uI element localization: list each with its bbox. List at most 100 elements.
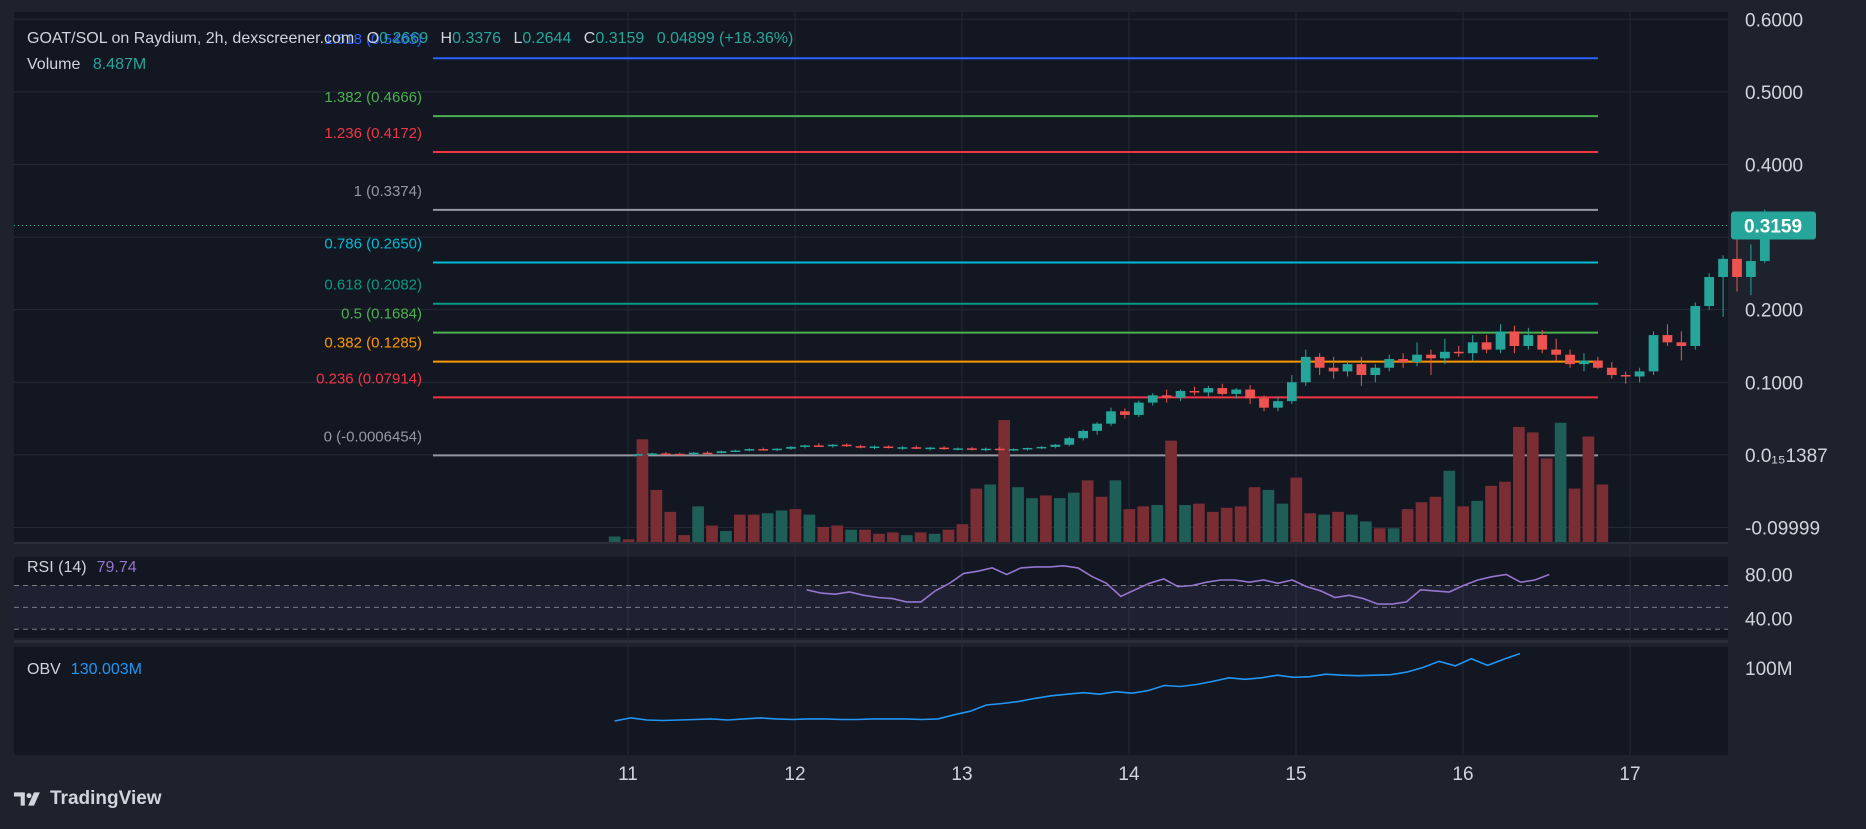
candle[interactable] xyxy=(716,451,727,454)
candle[interactable] xyxy=(1439,351,1450,359)
candle[interactable] xyxy=(883,446,894,449)
price-axis[interactable]: 0.6000 0.5000 0.4000 0.2000 0.1000 0.0₁₅1387 -… xyxy=(1731,10,1828,680)
candle[interactable] xyxy=(1106,411,1116,424)
candle[interactable] xyxy=(925,447,936,450)
volume-bar xyxy=(1346,514,1358,542)
candle[interactable] xyxy=(730,450,741,453)
candle[interactable] xyxy=(1579,360,1589,365)
candle[interactable] xyxy=(1467,342,1478,354)
fib-levels[interactable]: 1.618 (0.5463) 1.382 (0.4666) 1.236 (0.417… xyxy=(316,31,1598,457)
candle[interactable] xyxy=(1300,356,1311,383)
candle[interactable] xyxy=(1120,411,1130,415)
obv-pane-bg xyxy=(14,647,1728,755)
candle[interactable] xyxy=(1175,390,1186,398)
candle[interactable] xyxy=(1328,367,1339,372)
candle[interactable] xyxy=(1189,390,1200,393)
candle[interactable] xyxy=(1412,354,1422,362)
candle[interactable] xyxy=(1704,277,1715,307)
candle[interactable] xyxy=(1537,335,1548,350)
time-axis[interactable]: 11 12 13 14 15 16 17 xyxy=(618,764,1640,785)
rsi-pane[interactable]: RSI (14) 79.74 xyxy=(14,559,1728,630)
candle[interactable] xyxy=(702,452,713,455)
candle[interactable] xyxy=(688,452,699,455)
candle[interactable] xyxy=(1398,359,1408,362)
candle[interactable] xyxy=(1593,360,1603,368)
obv-pane[interactable]: OBV 130.003M xyxy=(27,652,1521,722)
candles[interactable] xyxy=(14,209,1770,456)
candle[interactable] xyxy=(813,445,824,447)
candle[interactable] xyxy=(1509,331,1520,346)
candle[interactable] xyxy=(1342,364,1353,372)
candle[interactable] xyxy=(911,447,922,449)
candle[interactable] xyxy=(660,453,671,455)
candle[interactable] xyxy=(1481,342,1492,350)
candle[interactable] xyxy=(1203,388,1214,393)
candle[interactable] xyxy=(939,447,949,450)
candle[interactable] xyxy=(953,448,963,450)
candle[interactable] xyxy=(994,448,1005,451)
candle[interactable] xyxy=(647,453,657,455)
candle[interactable] xyxy=(800,445,810,447)
candle[interactable] xyxy=(1314,356,1325,368)
candle[interactable] xyxy=(1008,449,1019,451)
candle[interactable] xyxy=(855,446,866,448)
candle[interactable] xyxy=(786,446,796,449)
candle[interactable] xyxy=(1286,382,1297,402)
candle[interactable] xyxy=(772,448,782,451)
candle[interactable] xyxy=(1565,354,1575,365)
candle[interactable] xyxy=(758,449,769,451)
candle[interactable] xyxy=(1133,402,1144,415)
candle[interactable] xyxy=(1370,367,1381,376)
candle[interactable] xyxy=(1064,438,1075,445)
candle[interactable] xyxy=(1092,423,1102,431)
tradingview-brand[interactable]: TradingView xyxy=(14,788,162,810)
candle[interactable] xyxy=(980,448,991,451)
candle[interactable] xyxy=(1732,258,1742,277)
price-tick-label: 0.6000 xyxy=(1745,10,1803,31)
candle[interactable] xyxy=(674,453,685,456)
candle[interactable] xyxy=(1231,389,1242,394)
obv-line[interactable] xyxy=(614,652,1521,722)
candle[interactable] xyxy=(1245,389,1255,399)
candle[interactable] xyxy=(1453,351,1464,354)
candle[interactable] xyxy=(1718,258,1728,277)
candle[interactable] xyxy=(1676,342,1687,346)
obv-tick-label: 100M xyxy=(1745,659,1793,680)
candle[interactable] xyxy=(1217,388,1228,394)
last-price-badge[interactable] xyxy=(1731,211,1816,240)
candle[interactable] xyxy=(1259,398,1269,408)
candle[interactable] xyxy=(1495,331,1506,350)
candle[interactable] xyxy=(744,449,755,451)
candle[interactable] xyxy=(827,444,838,447)
candle[interactable] xyxy=(1036,446,1047,449)
candle[interactable] xyxy=(1690,306,1701,346)
candle[interactable] xyxy=(1356,364,1367,376)
volume-bar xyxy=(859,529,871,542)
candle[interactable] xyxy=(1273,401,1283,408)
candle[interactable] xyxy=(1384,359,1395,368)
candle[interactable] xyxy=(1078,430,1089,439)
candle[interactable] xyxy=(1662,335,1673,343)
candle[interactable] xyxy=(1759,225,1770,262)
candle[interactable] xyxy=(967,448,977,450)
candle[interactable] xyxy=(1551,349,1562,355)
candle[interactable] xyxy=(1161,395,1172,398)
candle[interactable] xyxy=(1523,335,1534,346)
rsi-line[interactable] xyxy=(806,564,1550,605)
candle[interactable] xyxy=(633,454,643,456)
volume-bar xyxy=(1026,498,1038,542)
candle[interactable] xyxy=(1022,447,1033,450)
candle[interactable] xyxy=(897,447,908,449)
candle[interactable] xyxy=(1050,444,1061,447)
candle[interactable] xyxy=(1147,395,1158,403)
candle[interactable] xyxy=(1620,375,1631,377)
candle[interactable] xyxy=(1746,261,1756,277)
candle[interactable] xyxy=(1426,354,1436,359)
candle[interactable] xyxy=(1634,371,1645,377)
candle[interactable] xyxy=(1606,367,1617,376)
candle[interactable] xyxy=(841,444,852,447)
candle[interactable] xyxy=(869,446,880,449)
candle[interactable] xyxy=(1648,335,1659,372)
